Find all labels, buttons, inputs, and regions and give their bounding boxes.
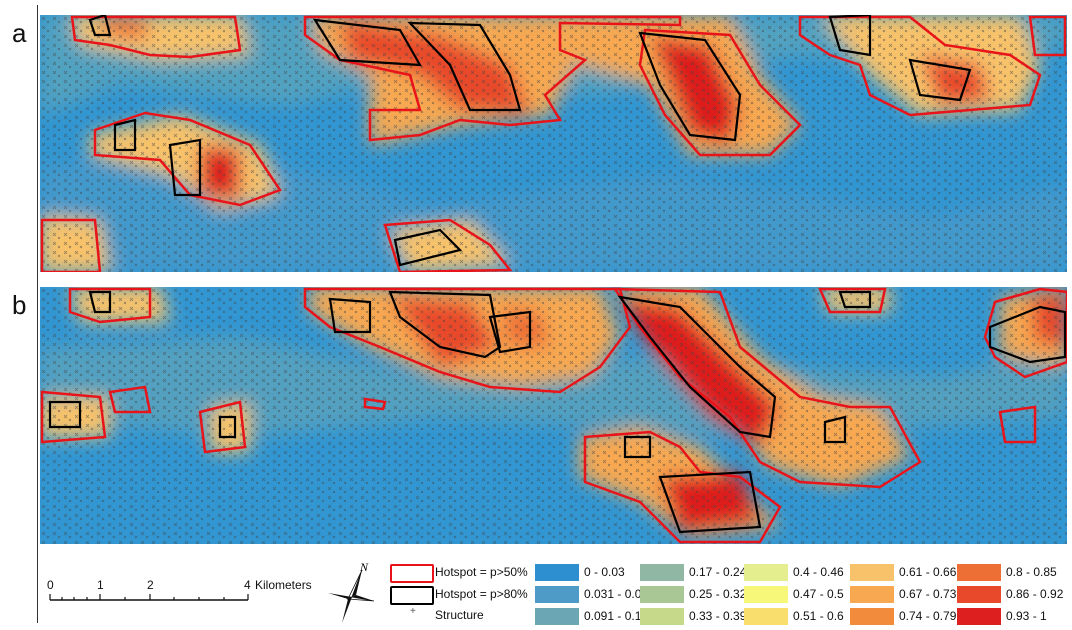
compass-rose-icon [328, 569, 375, 623]
class-swatch-2 [535, 608, 579, 625]
class-label-14: 0.93 - 1 [1006, 609, 1047, 623]
class-label-7: 0.47 - 0.5 [793, 587, 844, 601]
class-swatch-0 [535, 564, 579, 581]
structures-layer-b [40, 287, 1067, 544]
class-swatch-1 [535, 586, 579, 603]
class-label-0: 0 - 0.03 [584, 565, 625, 579]
map-panel-b [40, 287, 1067, 544]
map-b-svg [40, 287, 1067, 544]
scale-tick-2: 2 [147, 578, 154, 592]
class-label-10: 0.67 - 0.73 [899, 587, 957, 601]
structure-marker-icon: + [410, 606, 416, 617]
class-swatch-4 [640, 586, 684, 603]
class-label-13: 0.86 - 0.92 [1006, 587, 1064, 601]
class-swatch-12 [957, 564, 1001, 581]
panel-a-label: a [12, 18, 27, 48]
class-swatch-8 [744, 608, 788, 625]
hotspot-80-outlines-a [88, 15, 972, 267]
class-swatch-3 [640, 564, 684, 581]
scale-bar: 0 1 2 4 Kilometers [44, 578, 312, 608]
hotspot-50-outlines-a [40, 15, 1067, 272]
class-label-8: 0.51 - 0.6 [793, 609, 844, 623]
panel-divider [37, 5, 38, 623]
map-a-svg [40, 15, 1067, 272]
hotspot-80-outlines-b [48, 290, 1067, 534]
hotspot-50-label: Hotspot = p>50% [435, 565, 528, 579]
panel-b-label: b [12, 290, 27, 320]
north-arrow: N [322, 560, 378, 625]
class-label-2: 0.091 - 0.16 [584, 609, 649, 623]
class-label-5: 0.33 - 0.39 [689, 609, 747, 623]
structure-label: Structure [435, 608, 484, 622]
class-swatch-14 [957, 608, 1001, 625]
structures-layer-a [40, 15, 1067, 272]
north-label: N [360, 560, 369, 574]
class-swatch-9 [850, 564, 894, 581]
class-swatch-6 [744, 564, 788, 581]
class-label-6: 0.4 - 0.46 [793, 565, 844, 579]
class-label-1: 0.031 - 0.09 [584, 587, 649, 601]
scale-tick-1: 1 [97, 578, 104, 592]
class-label-12: 0.8 - 0.85 [1006, 565, 1057, 579]
class-swatch-13 [957, 586, 1001, 603]
map-panel-a [40, 15, 1067, 272]
class-swatch-11 [850, 608, 894, 625]
scale-unit: Kilometers [255, 578, 312, 592]
scale-tick-4: 4 [244, 578, 251, 592]
class-label-11: 0.74 - 0.79 [899, 609, 957, 623]
scale-tick-0: 0 [47, 578, 54, 592]
class-swatch-10 [850, 586, 894, 603]
class-swatch-7 [744, 586, 788, 603]
hotspot-50-outlines-b [40, 287, 1067, 544]
class-label-4: 0.25 - 0.32 [689, 587, 747, 601]
hotspot-50-swatch [390, 564, 434, 583]
class-swatch-5 [640, 608, 684, 625]
class-label-9: 0.61 - 0.66 [899, 565, 957, 579]
hotspot-80-swatch [390, 586, 434, 605]
class-label-3: 0.17 - 0.24 [689, 565, 747, 579]
hotspot-80-label: Hotspot = p>80% [435, 587, 528, 601]
